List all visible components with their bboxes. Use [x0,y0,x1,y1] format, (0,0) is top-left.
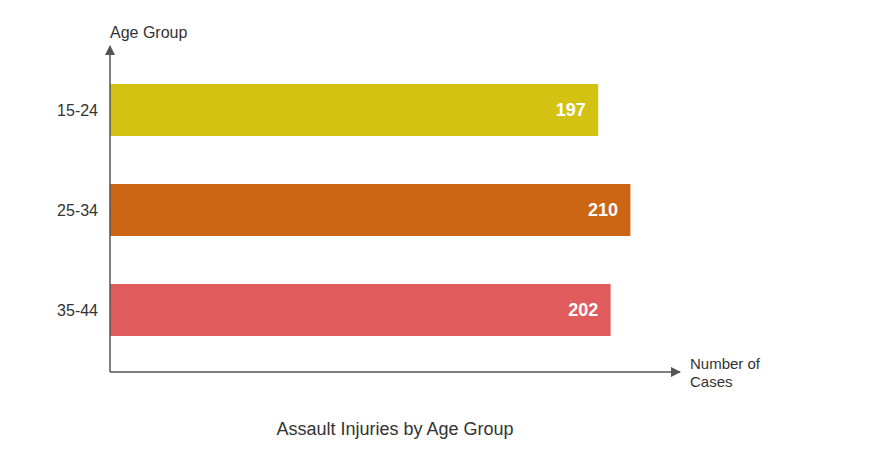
title: Assault Injuries by Age Group [276,419,513,439]
chart-svg: 197 210 202 15-24 25-34 35-44 Age Group Number … [0,0,889,457]
data-label: 202 [568,300,598,320]
chart-container: 197 210 202 15-24 25-34 35-44 Age Group Number … [0,0,889,457]
x-axis-line [110,371,680,373]
y-tick-label: 15-24 [57,102,98,119]
y-axis-line [109,46,111,372]
data-label: 197 [556,100,586,120]
bar [110,84,598,136]
y-axis-label: Age Group [110,24,187,41]
data-labels: 197 210 202 [556,100,618,320]
y-tick-label: 25-34 [57,202,98,219]
bars [110,84,630,336]
x-axis-label: Number ofCases [690,355,761,390]
x-axis-label-line: Number of [690,355,761,372]
y-tick-label: 35-44 [57,302,98,319]
data-label: 210 [588,200,618,220]
x-axis-label-line: Cases [690,373,733,390]
y-tick-labels: 15-24 25-34 35-44 [57,102,98,319]
bar [110,284,611,336]
bar [110,184,630,236]
